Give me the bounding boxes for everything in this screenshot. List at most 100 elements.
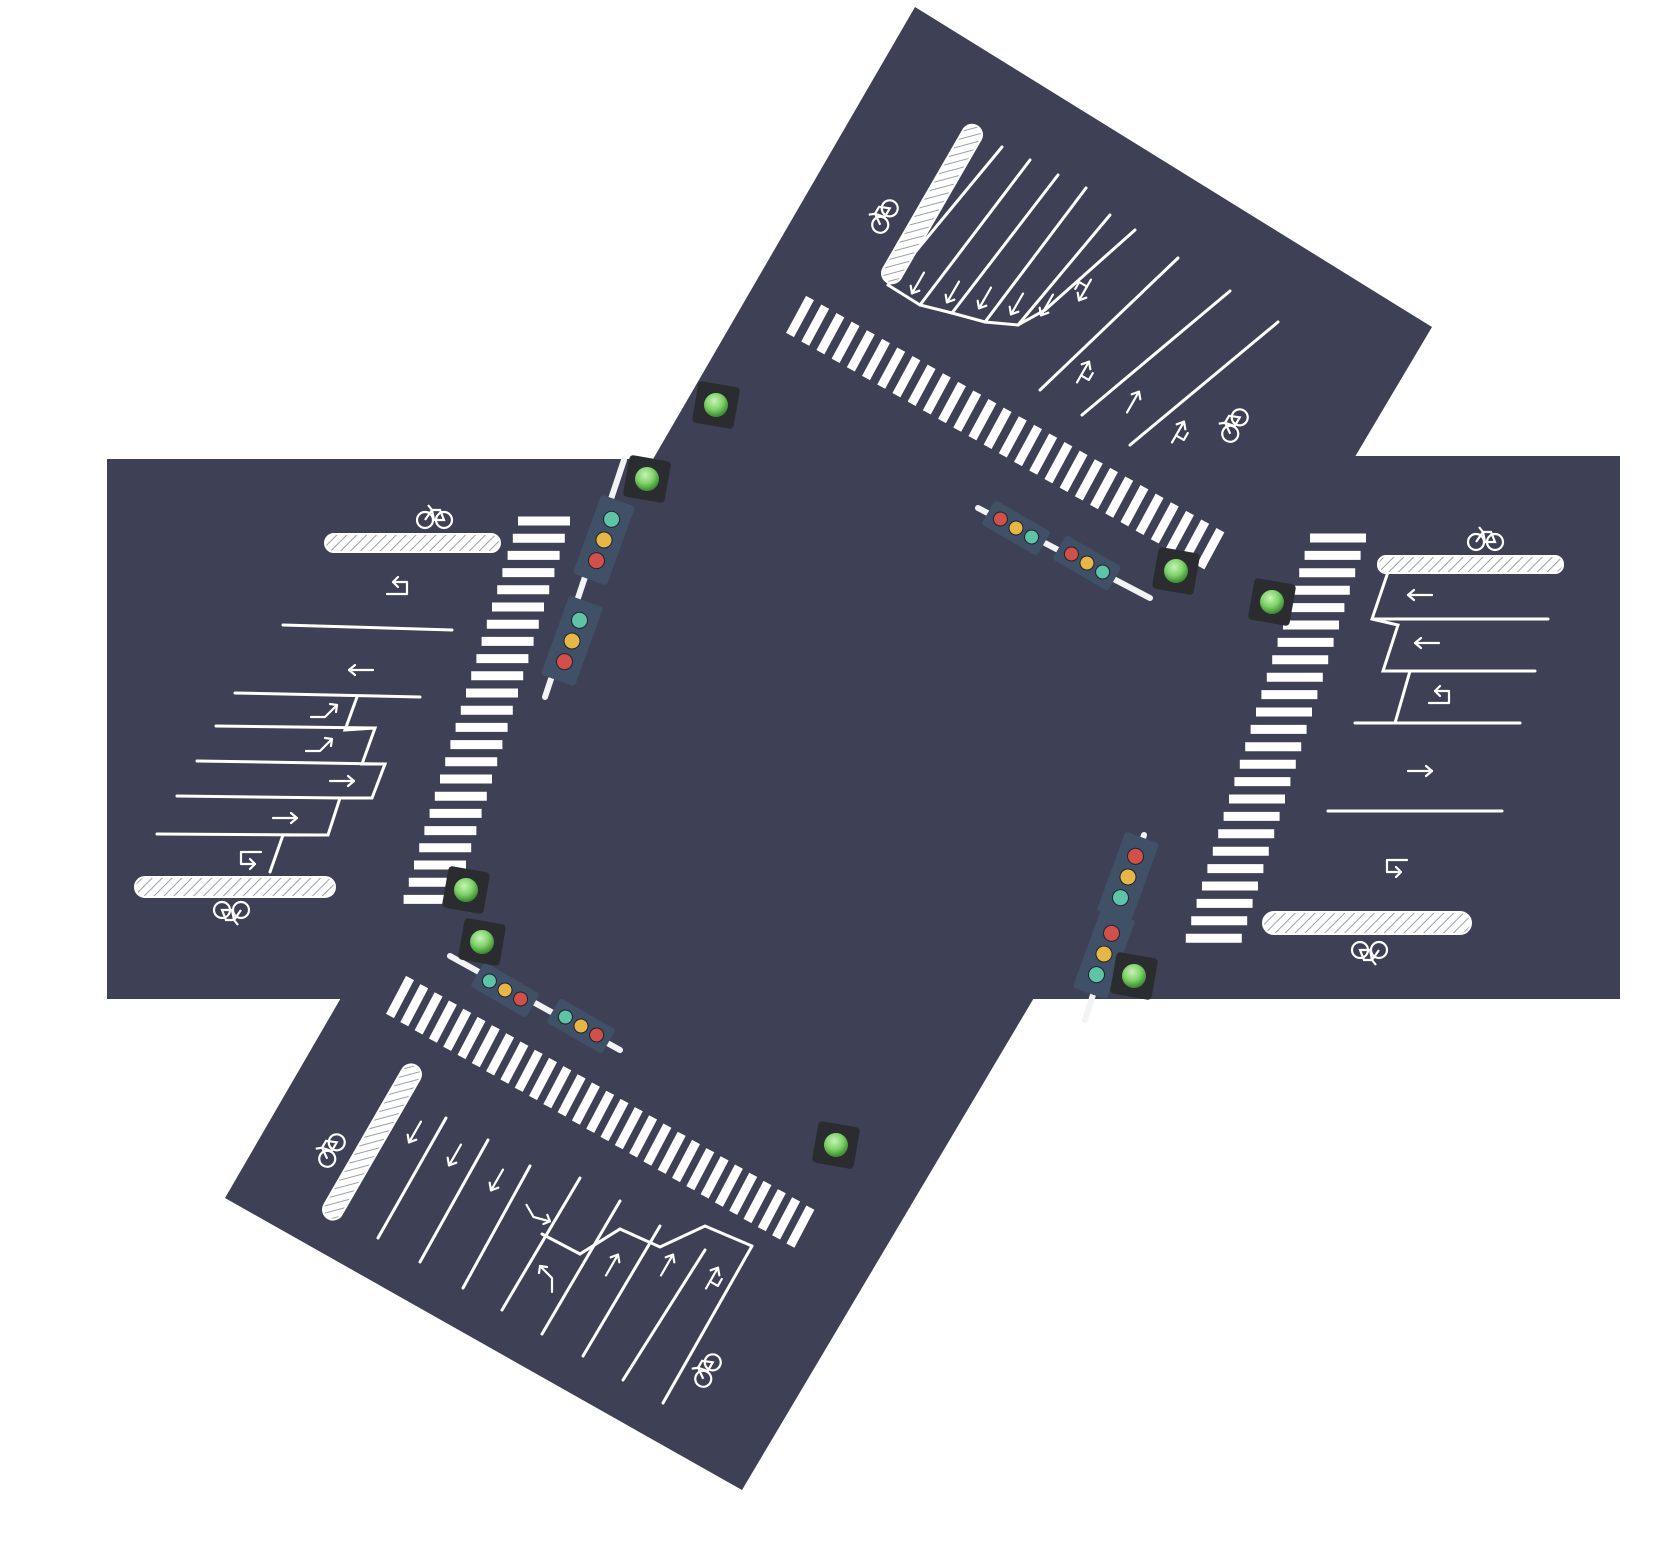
north-crosswalk [786, 295, 1225, 570]
bike-symbol [415, 504, 454, 530]
west-bike-island-top [324, 533, 501, 553]
south-lane-lines [376, 1116, 754, 1405]
lane-arrow-straight [1413, 636, 1441, 650]
signal-ne-horizontal-1 [982, 500, 1050, 556]
bike-islands [134, 123, 1564, 1221]
crosswalk-stripe [1074, 459, 1103, 501]
asphalt-layer [107, 7, 1620, 1490]
lane-arrow-straight [976, 286, 993, 310]
crosswalk-stripe [1196, 528, 1225, 570]
pedestrian-button [1152, 547, 1200, 595]
crosswalk-stripe [600, 1098, 629, 1142]
pedestrian-button [623, 455, 671, 503]
pedestrian-button [1110, 952, 1158, 1000]
east-bike-island-top [1377, 555, 1564, 574]
signal-se-vertical-1 [1097, 832, 1159, 922]
lamp-green [1111, 889, 1129, 907]
crosswalk-stripe [557, 1074, 586, 1117]
signal-nw-vertical-2 [541, 596, 603, 686]
crosswalk-stripe [1150, 502, 1179, 544]
crosswalk-stripe [700, 1156, 729, 1199]
lamp-green [603, 510, 621, 528]
lane-arrow-uturn [385, 575, 409, 596]
crosswalk-stripe [816, 313, 845, 355]
lamp-red [587, 552, 605, 570]
crosswalk-stripe [486, 1033, 515, 1076]
lamp-green [1087, 966, 1105, 984]
crosswalk-stripe [571, 1082, 600, 1125]
crosswalk-stripe [757, 1189, 786, 1232]
crosswalk-stripe [529, 1057, 557, 1101]
lamp-yellow [1008, 520, 1024, 536]
south-bike-island [322, 1063, 422, 1221]
crosswalk-stripe [1120, 485, 1149, 527]
lane-arrow-bend [537, 1264, 554, 1294]
lane-arrow-straight [909, 271, 926, 295]
road-markings-glyphs [212, 199, 1505, 1388]
crosswalk-stripe [968, 399, 997, 441]
bike-symbol [1218, 408, 1249, 443]
crosswalk-stripe [457, 1016, 486, 1060]
crosswalk-stripe [1105, 476, 1134, 518]
crosswalk-stripe [1029, 433, 1058, 475]
lane-arrow-bend [309, 702, 339, 719]
crosswalk-stripe [443, 1008, 472, 1051]
lamp-yellow [497, 982, 513, 998]
crosswalk-stripe [907, 364, 936, 406]
pedestrian-button [442, 866, 490, 914]
lane-arrow-straight [944, 280, 961, 304]
crosswalk-stripe [786, 295, 814, 338]
crosswalk-stripe [1135, 493, 1164, 535]
lane-arrow-uturn [239, 850, 263, 871]
crosswalk-stripe [877, 347, 906, 389]
crosswalk-stripe [686, 1148, 715, 1191]
signal-sw-horizontal-1 [471, 962, 539, 1018]
lamp-yellow [1095, 945, 1113, 963]
lane-arrow-straight [659, 1253, 676, 1277]
lane-arrow-straight [271, 811, 299, 825]
south-crosswalk [386, 975, 815, 1248]
crosswalk-stripe [428, 1000, 457, 1043]
east-crosswalk [1185, 533, 1366, 943]
crosswalk-stripe [743, 1180, 772, 1224]
lane-arrow-straight [1406, 588, 1434, 602]
lane-arrow-leftuturn [1170, 420, 1189, 444]
lane-arrow-straight [406, 1120, 423, 1144]
lamp-yellow [563, 632, 581, 650]
lane-arrow-straight [1406, 764, 1434, 778]
bike-symbol [1350, 940, 1389, 966]
crosswalk-stripe [862, 338, 890, 381]
crosswalk-stripe [953, 390, 982, 432]
west-crosswalk [403, 516, 570, 904]
lamp-red [1127, 847, 1145, 865]
crosswalk-stripe [657, 1131, 686, 1174]
bike-symbol [1466, 526, 1505, 552]
crosswalk-stripe [414, 992, 443, 1035]
crosswalk-stripe [471, 1025, 500, 1068]
lane-arrow-straight [328, 774, 356, 788]
lamp-red [555, 653, 573, 671]
crosswalk-stripe [1044, 442, 1073, 484]
lane-arrow-uturn [1385, 858, 1409, 879]
crosswalk-stripe [672, 1139, 700, 1183]
west-bike-island-bottom [134, 876, 336, 898]
bike-symbol [212, 900, 251, 926]
lane-arrow-bend [525, 1203, 552, 1226]
west-lane-lines [155, 623, 454, 874]
crosswalk-stripe [386, 975, 414, 1019]
crosswalk-stripe [500, 1041, 529, 1084]
lamp-green [1095, 564, 1111, 580]
lane-arrow-straight [488, 1168, 505, 1192]
lane-arrow-straight [1008, 292, 1025, 316]
pedestrian-button [458, 918, 506, 966]
crosswalk-stripe [846, 330, 875, 372]
lane-arrow-straight [1125, 390, 1142, 414]
crosswalk-stripe [1166, 510, 1194, 553]
lamp-yellow [1119, 868, 1137, 886]
lamp-red [589, 1027, 605, 1043]
lane-arrow-leftuturn [704, 1266, 723, 1290]
lane-arrow-leftuturn [1074, 278, 1093, 302]
pedestrian-button [1248, 578, 1296, 626]
